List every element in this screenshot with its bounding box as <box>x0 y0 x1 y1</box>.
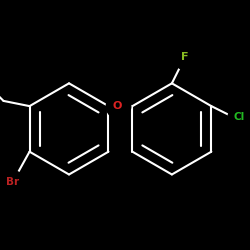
Text: O: O <box>113 101 122 111</box>
Text: F: F <box>181 52 189 62</box>
Text: Br: Br <box>6 177 19 187</box>
Text: Cl: Cl <box>233 112 244 122</box>
